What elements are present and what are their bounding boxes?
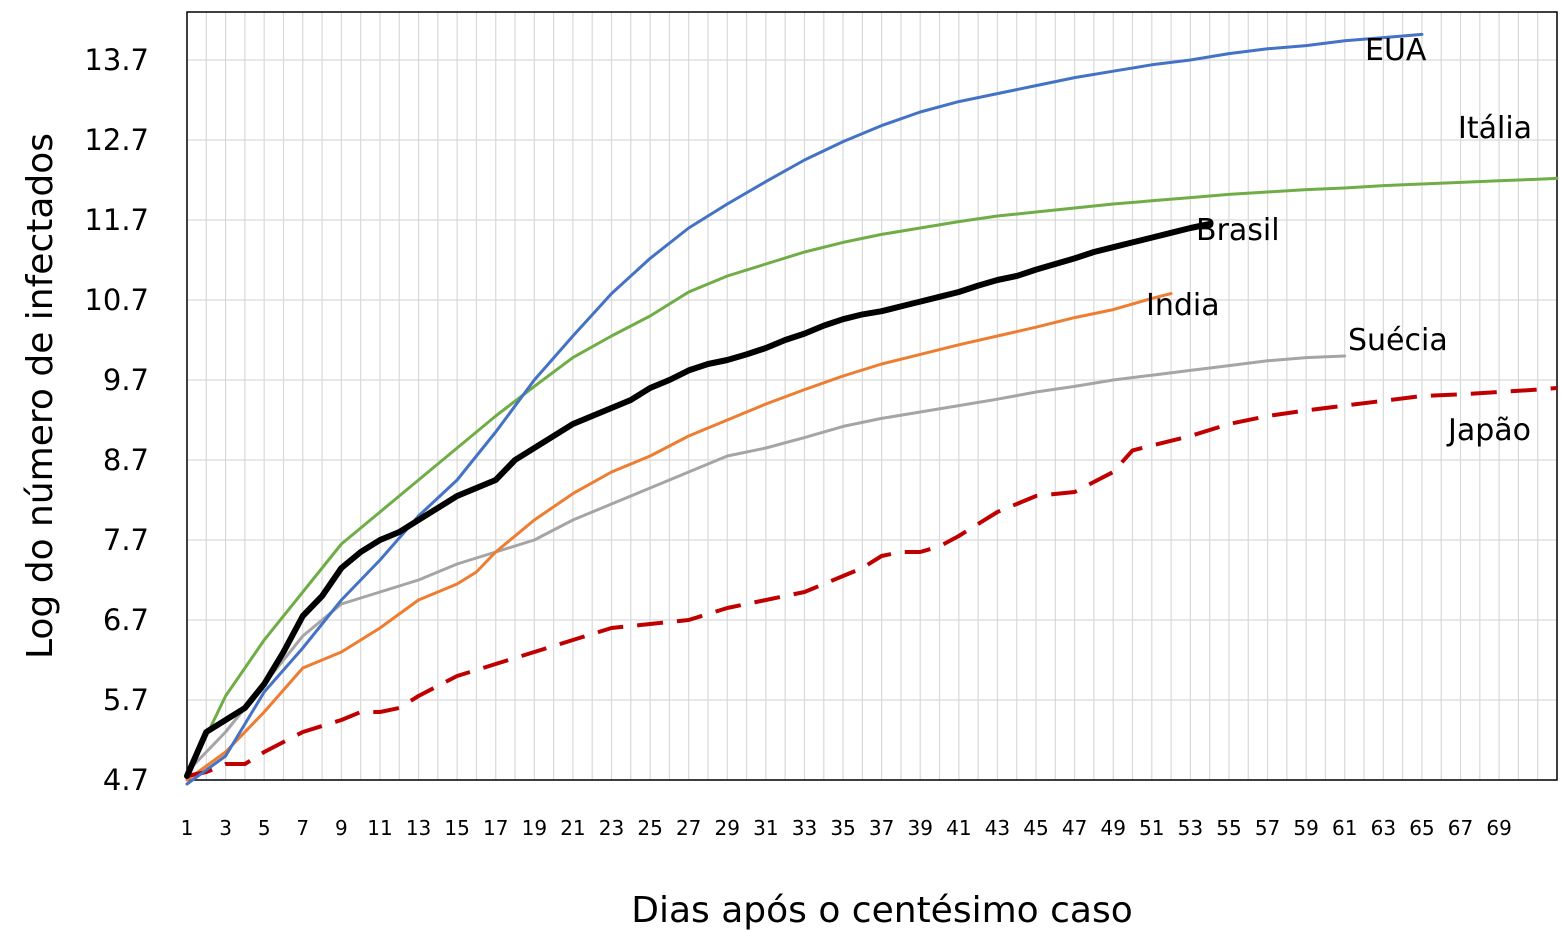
y-tick-label: 9.7 <box>103 363 149 397</box>
series-label: Brasil <box>1196 213 1280 248</box>
x-tick-label: 59 <box>1293 816 1318 840</box>
y-tick-label: 6.7 <box>103 603 149 637</box>
x-tick-label: 51 <box>1139 816 1164 840</box>
y-tick-label: 7.7 <box>103 523 149 557</box>
series-lines <box>184 32 1559 786</box>
x-axis-title: Dias após o centésimo caso <box>631 890 1133 930</box>
x-tick-label: 15 <box>444 816 469 840</box>
x-tick-label: 13 <box>406 816 431 840</box>
x-tick-label: 45 <box>1023 816 1048 840</box>
x-tick-label: 27 <box>676 816 701 840</box>
series-labels: EUA Itália Brasil India Suécia Japão <box>1146 33 1532 448</box>
y-tick-label: 12.7 <box>84 123 149 157</box>
x-tick-label: 21 <box>560 816 585 840</box>
x-tick-label: 17 <box>483 816 508 840</box>
series-line-italia <box>185 176 1559 778</box>
x-tick-label: 67 <box>1448 816 1473 840</box>
y-axis-title: Log do número de infectados <box>20 133 61 659</box>
series-line-brasil <box>184 221 1213 779</box>
x-tick-label: 65 <box>1409 816 1434 840</box>
x-tick-label: 39 <box>908 816 933 840</box>
y-tick-label: 8.7 <box>103 443 149 477</box>
x-tick-label: 49 <box>1100 816 1125 840</box>
x-tick-label: 69 <box>1486 816 1511 840</box>
x-tick-label: 25 <box>637 816 662 840</box>
x-tick-label: 55 <box>1216 816 1241 840</box>
y-tick-label: 4.7 <box>103 763 149 797</box>
x-tick-label: 61 <box>1332 816 1357 840</box>
x-tick-label: 1 <box>181 816 194 840</box>
series-line-japao <box>186 386 1558 778</box>
x-tick-label: 11 <box>367 816 392 840</box>
y-tick-label: 13.7 <box>84 43 149 77</box>
x-tick-label: 43 <box>985 816 1010 840</box>
series-label: Japão <box>1446 413 1531 448</box>
x-tick-label: 37 <box>869 816 894 840</box>
series-label: Suécia <box>1348 323 1448 358</box>
x-tick-label: 29 <box>715 816 740 840</box>
x-tick-label: 35 <box>830 816 855 840</box>
x-tick-label: 33 <box>792 816 817 840</box>
series-line-india <box>185 292 1173 782</box>
x-tick-label: 5 <box>258 816 271 840</box>
series-label: EUA <box>1365 33 1427 68</box>
x-tick-label: 63 <box>1371 816 1396 840</box>
x-tick-label: 53 <box>1178 816 1203 840</box>
x-tick-label: 41 <box>946 816 971 840</box>
x-tick-label: 9 <box>335 816 348 840</box>
x-tick-label: 19 <box>522 816 547 840</box>
series-label: India <box>1146 288 1220 323</box>
plot-area-frame <box>186 11 1558 781</box>
x-axis-tick-labels: 1 3 5 7 9 11 13 15 17 19 21 23 25 27 29 31 33 35 37 39 41 43 4… <box>181 816 1512 840</box>
y-axis-tick-labels: 4.7 5.7 6.7 7.7 8.7 9.7 10.7 11.7 12.7 13.7 <box>84 43 149 797</box>
series-line-suecia <box>185 354 1347 774</box>
y-tick-label: 10.7 <box>84 283 149 317</box>
y-tick-label: 5.7 <box>103 683 149 717</box>
series-line-eua <box>185 32 1424 786</box>
x-tick-label: 23 <box>599 816 624 840</box>
x-tick-label: 31 <box>753 816 778 840</box>
y-tick-label: 11.7 <box>84 203 149 237</box>
series-label: Itália <box>1458 111 1532 146</box>
x-tick-label: 57 <box>1255 816 1280 840</box>
x-tick-label: 7 <box>296 816 309 840</box>
x-tick-label: 47 <box>1062 816 1087 840</box>
x-tick-label: 3 <box>219 816 232 840</box>
